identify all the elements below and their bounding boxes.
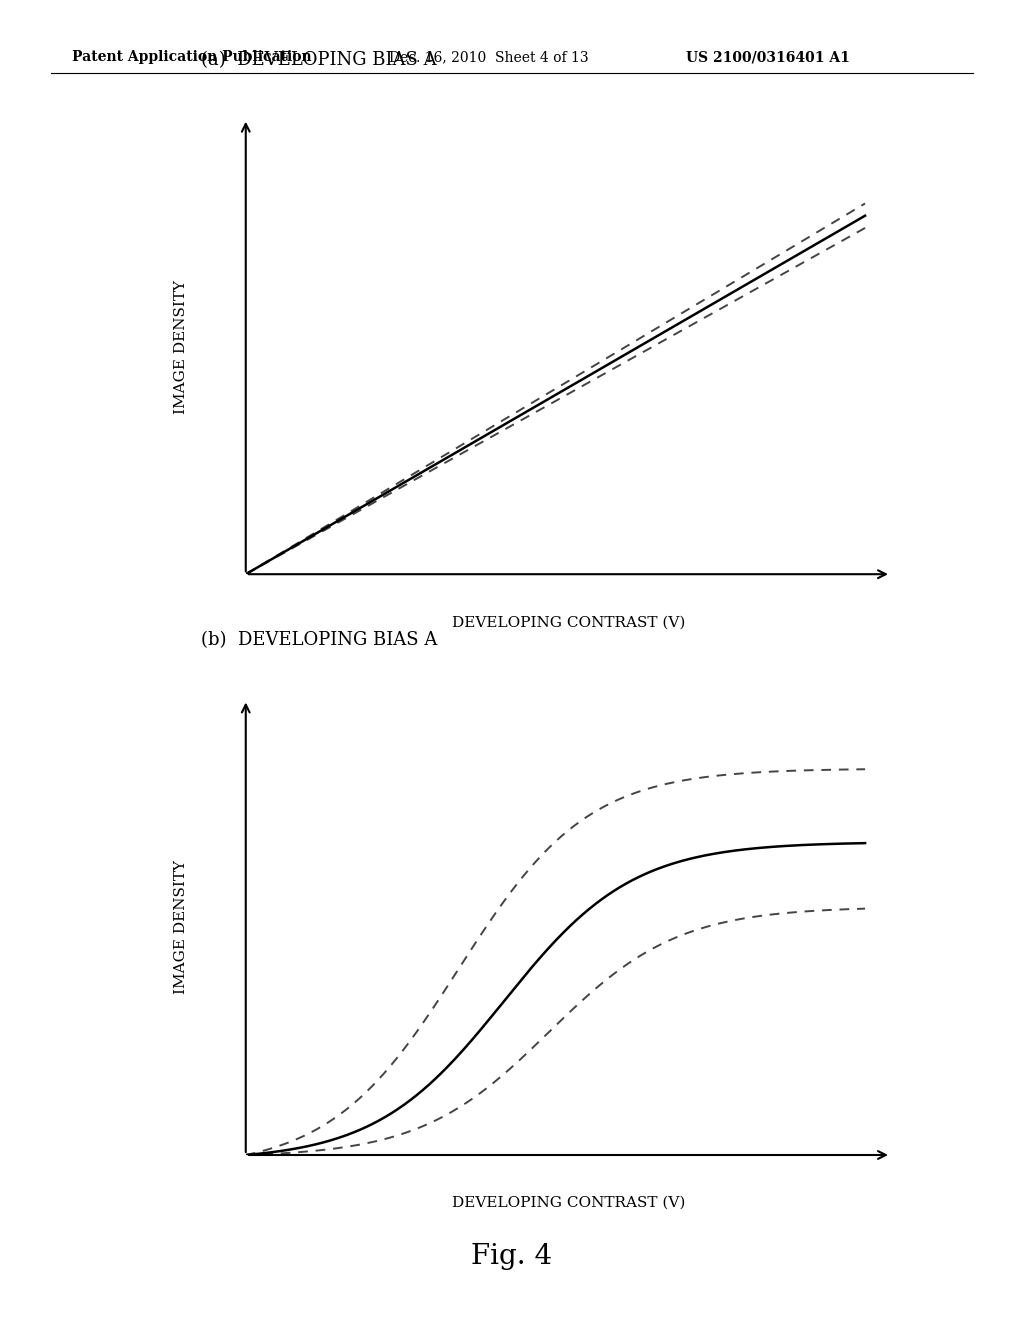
Text: Dec. 16, 2010  Sheet 4 of 13: Dec. 16, 2010 Sheet 4 of 13 [389,50,589,65]
Text: DEVELOPING CONTRAST (V): DEVELOPING CONTRAST (V) [452,1196,685,1210]
Text: IMAGE DENSITY: IMAGE DENSITY [174,861,188,994]
Text: (a)  DEVELOPING BIAS A: (a) DEVELOPING BIAS A [201,50,436,69]
Text: DEVELOPING CONTRAST (V): DEVELOPING CONTRAST (V) [452,615,685,630]
Text: IMAGE DENSITY: IMAGE DENSITY [174,280,188,413]
Text: US 2100/0316401 A1: US 2100/0316401 A1 [686,50,850,65]
Text: Patent Application Publication: Patent Application Publication [72,50,311,65]
Text: Fig. 4: Fig. 4 [471,1243,553,1270]
Text: (b)  DEVELOPING BIAS A: (b) DEVELOPING BIAS A [201,631,437,649]
